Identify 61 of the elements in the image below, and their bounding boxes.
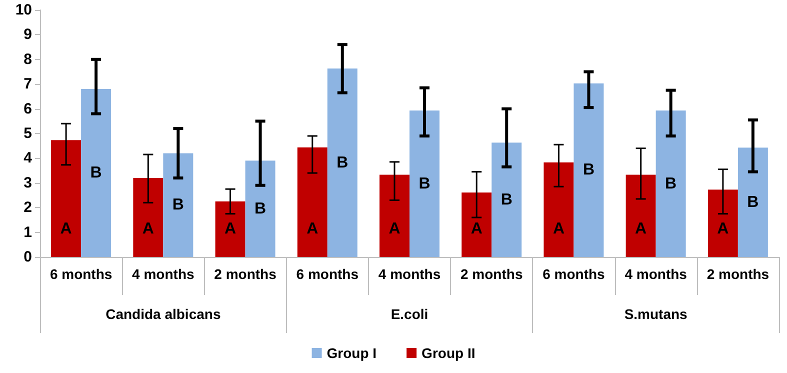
data-label: A [142, 220, 154, 238]
data-label: B [665, 175, 677, 192]
y-tick-label: 1 [24, 224, 32, 241]
y-tick-label: 5 [24, 125, 32, 142]
data-label: A [717, 220, 730, 238]
bar [544, 162, 574, 257]
data-label: A [388, 220, 401, 238]
legend-label: Group II [422, 345, 476, 361]
text: E.coli [390, 306, 428, 322]
data-label: B [336, 154, 348, 172]
y-tick-label: 4 [24, 150, 33, 167]
legend-label: Group I [326, 345, 377, 361]
data-label: A [470, 220, 483, 238]
bar [492, 142, 522, 257]
x-tick-label: 6 months [296, 266, 359, 282]
bar [245, 160, 276, 257]
bar [215, 201, 246, 257]
data-label: A [635, 220, 648, 238]
bar [163, 153, 194, 257]
bar [738, 148, 768, 257]
bar [81, 89, 112, 257]
data-label: B [747, 194, 759, 211]
data-label: A [60, 220, 72, 238]
y-tick-label: 2 [24, 199, 32, 216]
bar [380, 174, 410, 257]
y-tick-label: 3 [24, 174, 32, 192]
y-tick-label: 0 [24, 248, 32, 266]
y-tick-label: 6 [24, 100, 32, 118]
text: S.mutans [624, 306, 688, 322]
x-tick-label: 4 months [132, 266, 194, 282]
data-label: A [552, 220, 565, 238]
x-tick-label: 2 months [706, 266, 770, 282]
y-tick-label: 7 [24, 76, 32, 93]
y-tick-label: 9 [24, 26, 32, 44]
data-label: B [500, 191, 512, 208]
bar [410, 110, 440, 257]
bar [51, 140, 82, 257]
data-label: A [224, 220, 236, 238]
data-label: B [582, 162, 595, 179]
data-label: A [306, 220, 319, 238]
y-tick-label: 10 [15, 2, 32, 18]
x-tick-label: 2 months [214, 266, 277, 282]
bar [327, 68, 358, 257]
bar [656, 110, 686, 257]
x-tick-label: 2 months [460, 266, 523, 282]
data-label: B [172, 196, 184, 214]
text: Candida albicans [106, 306, 221, 322]
x-tick-label: 6 months [50, 266, 112, 282]
bar [626, 174, 656, 257]
y-tick-label: 8 [24, 50, 32, 68]
bar [462, 192, 492, 257]
x-tick-label: 4 months [624, 266, 688, 282]
bar [133, 178, 164, 257]
data-label: B [90, 164, 102, 182]
data-label: B [254, 200, 266, 218]
x-tick-label: 6 months [542, 266, 606, 282]
x-tick-label: 4 months [378, 266, 441, 282]
bar [574, 83, 604, 257]
data-label: B [418, 175, 430, 192]
bar [297, 147, 328, 257]
bar [708, 190, 738, 257]
